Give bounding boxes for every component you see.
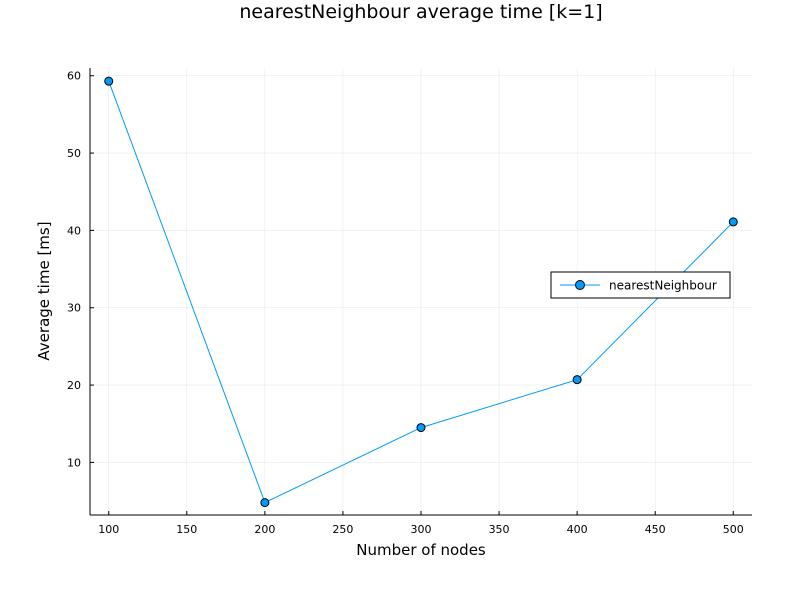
- series-layer: [104, 76, 738, 508]
- legend: nearestNeighbour: [550, 271, 731, 299]
- x-tick-label: 350: [489, 523, 510, 536]
- y-tick-label: 10: [67, 456, 81, 469]
- x-axis-ticks: 100 150 200 250 300 350 400 450 500: [98, 511, 744, 536]
- y-axis-label: Average time [ms]: [35, 221, 53, 360]
- x-tick-label: 500: [723, 523, 744, 536]
- y-tick-label: 40: [67, 224, 81, 237]
- data-point: [260, 498, 270, 508]
- x-tick-label: 250: [332, 523, 353, 536]
- y-tick-label: 20: [67, 379, 81, 392]
- y-axis-ticks: 10 20 30 40 50 60: [67, 70, 94, 469]
- x-tick-label: 150: [176, 523, 197, 536]
- x-tick-label: 450: [645, 523, 666, 536]
- grid-lines: [90, 68, 752, 515]
- x-tick-label: 400: [567, 523, 588, 536]
- y-tick-label: 50: [67, 147, 81, 160]
- data-point: [416, 423, 426, 433]
- legend-marker-sample: [575, 280, 585, 290]
- x-tick-label: 100: [98, 523, 119, 536]
- x-tick-label: 200: [254, 523, 275, 536]
- x-tick-label: 300: [411, 523, 432, 536]
- data-point: [728, 217, 738, 227]
- y-tick-label: 30: [67, 302, 81, 315]
- y-tick-label: 60: [67, 70, 81, 83]
- chart-title: nearestNeighbour average time [k=1]: [239, 1, 602, 23]
- x-axis-label: Number of nodes: [356, 541, 486, 559]
- data-point: [572, 375, 582, 385]
- legend-label: nearestNeighbour: [609, 279, 717, 293]
- data-point: [104, 76, 114, 86]
